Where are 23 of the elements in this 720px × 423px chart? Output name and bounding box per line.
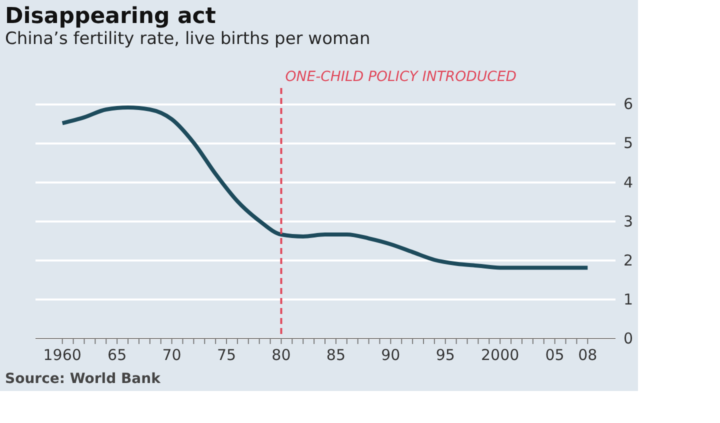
x-tick-label: 80 (272, 346, 291, 364)
x-tick-label: 70 (162, 346, 182, 364)
x-tick-label: 75 (216, 346, 236, 364)
x-tick-label: 85 (326, 346, 346, 364)
x-tick-label: 95 (436, 346, 455, 364)
chart-subtitle: China’s fertility rate, live births per woman (5, 29, 370, 49)
source-note: Source: World Bank (5, 371, 162, 387)
ref-line-label: ONE-CHILD POLICY INTRODUCED (285, 69, 517, 85)
x-tick-label: 08 (578, 346, 598, 364)
y-tick-label: 4 (624, 173, 634, 192)
x-tick-label: 1960 (43, 346, 82, 364)
y-tick-label: 2 (624, 251, 634, 270)
chart-title: Disappearing act (5, 4, 216, 29)
y-tick-label: 1 (624, 290, 634, 308)
line-series (60, 106, 590, 270)
x-tick-label: 90 (381, 346, 400, 364)
x-tick-label: 2000 (481, 346, 520, 364)
y-tick-label: 5 (624, 134, 634, 152)
x-tick-label: 65 (108, 346, 127, 364)
y-tick-label: 0 (624, 330, 634, 348)
x-tick-label: 05 (545, 346, 564, 364)
y-tick-label: 6 (624, 95, 634, 114)
y-tick-label: 3 (624, 212, 634, 230)
